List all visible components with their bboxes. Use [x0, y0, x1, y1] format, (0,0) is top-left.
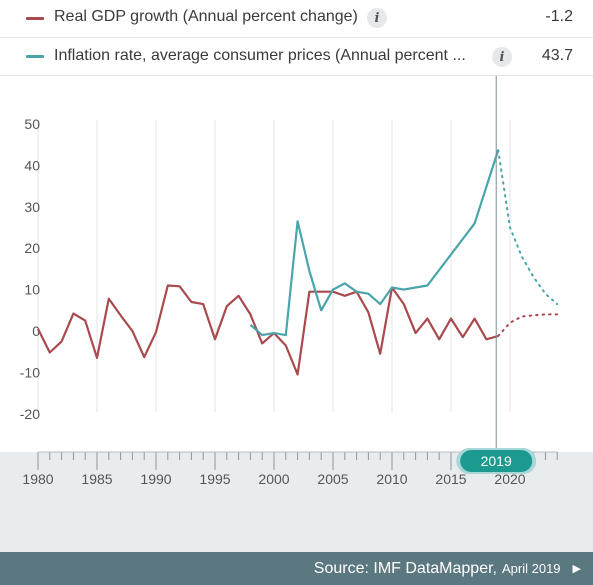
source-text: Source: IMF DataMapper, [313, 559, 497, 577]
x-tick-label: 1990 [140, 471, 171, 487]
x-tick-label: 1985 [81, 471, 112, 487]
legend-divider [0, 75, 593, 76]
y-tick-label: 50 [24, 116, 40, 132]
year-badge-label[interactable]: 2019 [481, 453, 512, 469]
x-tick-label: 2010 [376, 471, 407, 487]
y-tick-label: 10 [24, 282, 40, 298]
legend-row-inflation[interactable]: Inflation rate, average consumer prices … [0, 38, 593, 75]
year-badge [460, 450, 533, 472]
legend-label-inflation: Inflation rate, average consumer prices … [54, 47, 466, 64]
x-tick-label: 2020 [494, 471, 525, 487]
x-tick-label: 2000 [258, 471, 289, 487]
legend-swatch-gdp [26, 17, 44, 20]
inflation-projection-line [497, 149, 559, 306]
y-tick-label: 20 [24, 240, 40, 256]
y-tick-label: -10 [20, 364, 40, 380]
info-icon[interactable]: i [367, 8, 387, 28]
gdp-series-line [37, 284, 499, 376]
legend-value-gdp: -1.2 [545, 8, 573, 25]
source-bar[interactable]: Source: IMF DataMapper, April 2019 ▶ [0, 552, 593, 585]
x-tick-label: 1980 [22, 471, 53, 487]
y-tick-label: 30 [24, 199, 40, 215]
info-icon[interactable]: i [492, 47, 512, 67]
x-tick-label: 2005 [317, 471, 348, 487]
x-tick-label: 1995 [199, 471, 230, 487]
legend-divider [0, 37, 593, 38]
y-tick-label: 0 [32, 323, 40, 339]
legend-swatch-inflation [26, 55, 44, 58]
legend-row-gdp[interactable]: Real GDP growth (Annual percent change) … [0, 0, 593, 37]
play-arrow-icon[interactable]: ▶ [572, 563, 581, 575]
x-tick-label: 2015 [435, 471, 466, 487]
inflation-series-line [249, 149, 500, 337]
legend-value-inflation: 43.7 [541, 47, 573, 64]
source-date: April 2019 [501, 561, 561, 576]
gdp-projection-line [497, 313, 559, 337]
legend-label-gdp: Real GDP growth (Annual percent change) [54, 8, 358, 25]
y-tick-label: 40 [24, 157, 40, 173]
plot-area [0, 76, 593, 452]
y-tick-label: -20 [20, 406, 40, 422]
